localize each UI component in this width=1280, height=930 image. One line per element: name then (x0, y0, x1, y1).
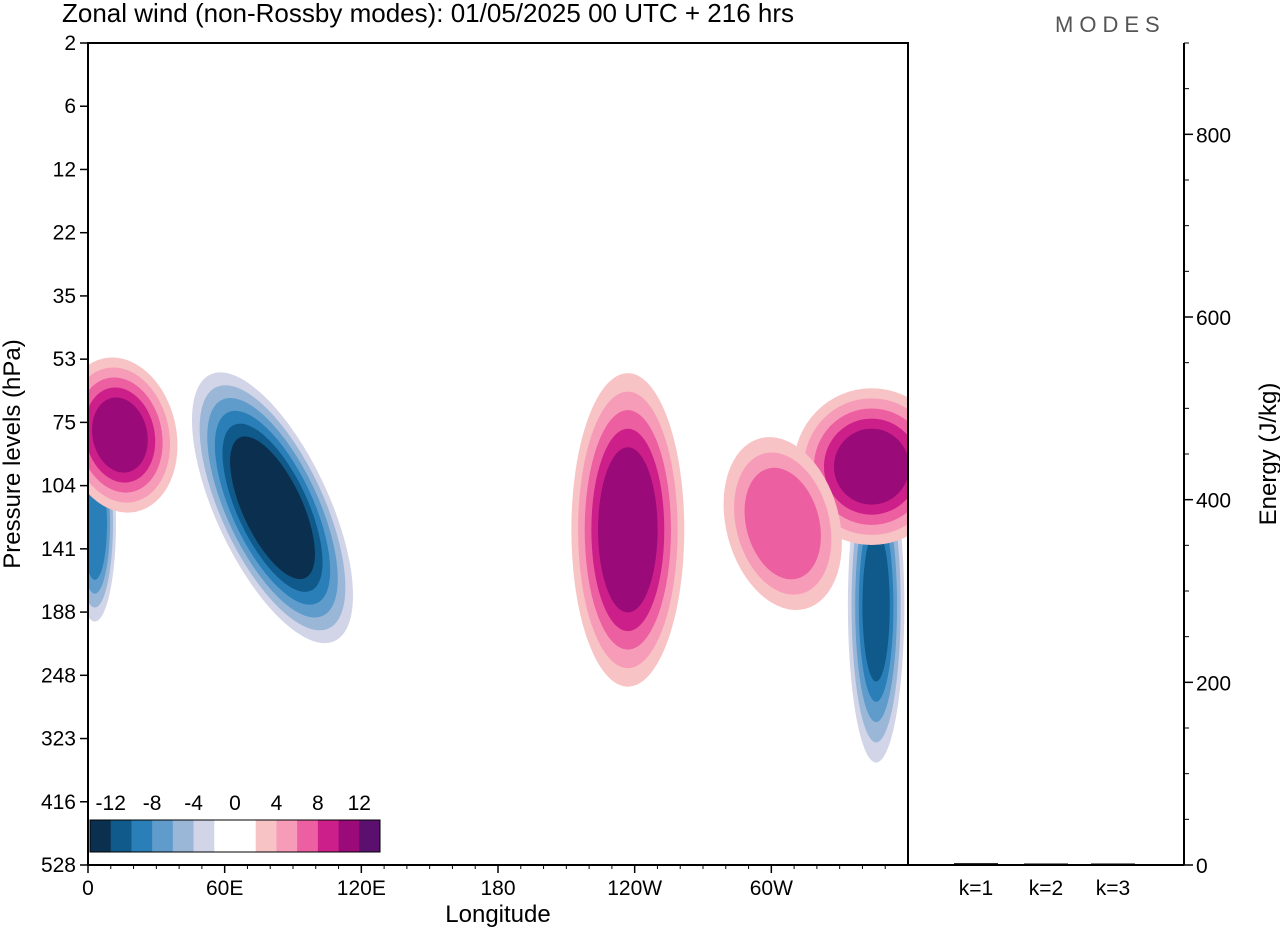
contour-band (230, 436, 315, 580)
colorbar-swatch (255, 820, 277, 852)
colorbar-label: 8 (312, 792, 324, 815)
contour-neg-jet-east-indian (191, 372, 354, 644)
y-tick-label: 75 (53, 411, 76, 434)
colorbar-label: 4 (271, 792, 283, 815)
x-tick-label: 60E (206, 877, 243, 900)
energy-bar-label: k=1 (959, 877, 993, 900)
colorbar: -12 -8 -4 0 4 8 12 (89, 792, 381, 853)
y-tick-label: 35 (53, 285, 76, 308)
x-tick-label: 0 (82, 877, 94, 900)
colorbar-swatch (297, 820, 319, 852)
colorbar-swatch (131, 820, 153, 852)
energy-bar-label: k=3 (1096, 877, 1130, 900)
colorbar-swatch (235, 820, 257, 852)
colorbar-swatch (152, 820, 174, 852)
colorbar-label: -12 (96, 792, 126, 815)
energy-tick-label: 800 (1196, 124, 1231, 147)
x-tick-label: 120E (337, 877, 386, 900)
energy-axes: 0 200 400 600 800 k=1 k=2 k=3 (908, 42, 1231, 900)
y-tick-label: 104 (41, 475, 76, 498)
energy-bar-label: k=2 (1029, 877, 1063, 900)
colorbar-swatch (338, 820, 360, 852)
x-axis-label: Longitude (445, 901, 550, 928)
contour-pos-jet-120w (571, 373, 685, 687)
colorbar-swatch (214, 820, 236, 852)
colorbar-swatch (276, 820, 298, 852)
energy-axis-label: Energy (J/kg) (1255, 383, 1280, 526)
colorbar-label: 12 (348, 792, 371, 815)
x-tick-label: 120W (607, 877, 662, 900)
modes-logo: MODES (1055, 12, 1166, 37)
contour-pos-jet-60w (723, 437, 842, 611)
y-tick-label: 22 (53, 222, 76, 245)
y-tick-label: 12 (53, 158, 76, 181)
colorbar-frame (89, 819, 381, 853)
y-tick-label: 188 (41, 601, 76, 624)
y-tick-label: 141 (41, 538, 76, 561)
energy-bar-k=2 (1024, 863, 1068, 865)
contour-band (744, 467, 821, 580)
y-tick-label: 6 (64, 95, 76, 118)
colorbar-swatch (193, 820, 215, 852)
contour-band (92, 397, 148, 473)
energy-bar-k=1 (954, 863, 998, 865)
y-axis-label: Pressure levels (hPa) (0, 339, 26, 568)
contour-band (862, 529, 890, 682)
contour-band (833, 428, 908, 505)
contour-pos-jet-west-upper (88, 357, 178, 513)
energy-tick-label: 0 (1196, 855, 1208, 878)
y-tick-label: 416 (41, 791, 76, 814)
contour-band (598, 447, 658, 613)
y-tick-label: 248 (41, 664, 76, 687)
y-tick-label: 528 (41, 854, 76, 877)
y-tick-label: 323 (41, 728, 76, 751)
x-tick-label: 60W (750, 877, 793, 900)
colorbar-label: -8 (143, 792, 162, 815)
energy-tick-label: 200 (1196, 672, 1231, 695)
energy-bar-k=3 (1091, 863, 1135, 865)
x-tick-label: 180 (480, 877, 515, 900)
colorbar-label: 0 (229, 792, 241, 815)
wind-field (88, 357, 908, 763)
y-tick-label: 53 (53, 348, 76, 371)
colorbar-swatch (110, 820, 132, 852)
colorbar-swatch (172, 820, 195, 852)
chart-title: Zonal wind (non-Rossby modes): 01/05/202… (62, 0, 794, 28)
y-tick-label: 2 (64, 32, 76, 55)
colorbar-label: -4 (184, 792, 203, 815)
energy-tick-label: 400 (1196, 490, 1231, 513)
colorbar-swatch (90, 820, 112, 852)
energy-tick-label: 600 (1196, 307, 1231, 330)
colorbar-swatch (359, 820, 381, 852)
colorbar-swatch (317, 820, 340, 852)
